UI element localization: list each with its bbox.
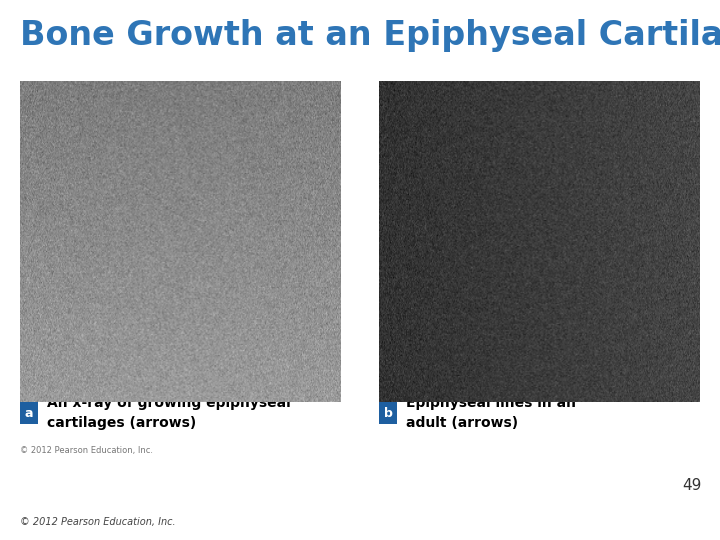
Text: Bone Growth at an Epiphyseal Cartilage: Bone Growth at an Epiphyseal Cartilage [20,19,720,52]
FancyBboxPatch shape [379,402,397,424]
Text: 49: 49 [683,478,702,494]
Text: © 2012 Pearson Education, Inc.: © 2012 Pearson Education, Inc. [20,446,153,455]
Text: © 2012 Pearson Education, Inc.: © 2012 Pearson Education, Inc. [20,516,176,526]
Text: a: a [25,407,33,420]
FancyBboxPatch shape [20,402,38,424]
Text: b: b [384,407,393,420]
Text: Epiphyseal lines in an
adult (arrows): Epiphyseal lines in an adult (arrows) [406,396,576,430]
Text: An x-ray of growing epiphyseal
cartilages (arrows): An x-ray of growing epiphyseal cartilage… [47,396,291,430]
